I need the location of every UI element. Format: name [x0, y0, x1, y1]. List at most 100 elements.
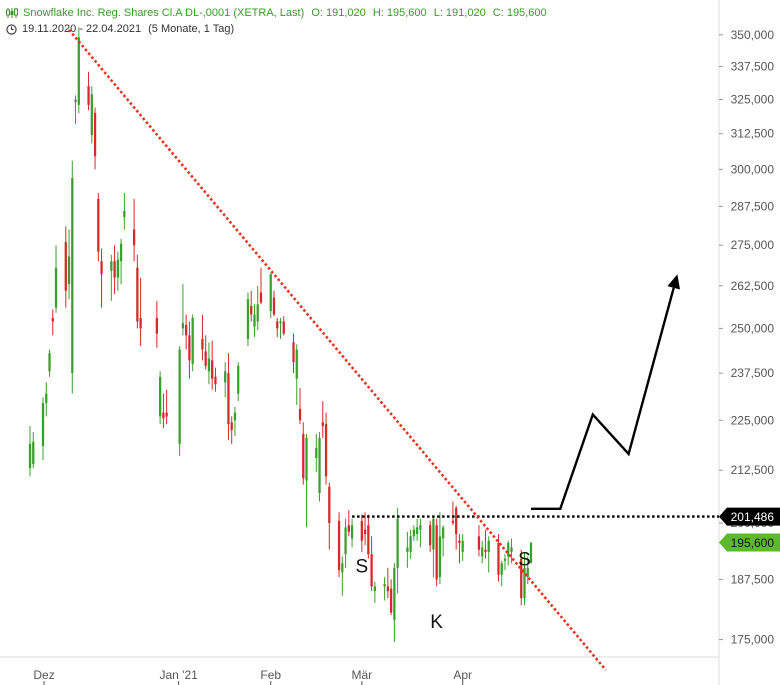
- candle: [191, 314, 194, 372]
- candle: [370, 536, 373, 592]
- candle-body: [500, 563, 503, 575]
- candle: [71, 160, 74, 394]
- candle-body: [188, 335, 191, 361]
- candle: [41, 397, 45, 460]
- candle: [100, 248, 103, 308]
- candle-body: [178, 349, 181, 444]
- candle: [64, 226, 67, 308]
- candle-body: [181, 323, 185, 329]
- candle-body: [442, 527, 445, 539]
- candle-body: [363, 529, 367, 535]
- candle-body: [429, 525, 432, 546]
- candle: [237, 362, 240, 402]
- candle: [230, 416, 233, 444]
- candle-body: [507, 542, 510, 557]
- candle-body: [64, 242, 67, 291]
- chart-header-range: 19.11.2020 - 22.04.2021 (5 Monate, 1 Tag…: [6, 23, 238, 35]
- candle-body: [269, 274, 272, 312]
- candle: [77, 27, 80, 114]
- candle: [315, 433, 318, 473]
- candle-body: [253, 314, 256, 327]
- candle-body: [451, 520, 455, 524]
- candle-body: [185, 324, 188, 336]
- candle-body: [477, 536, 481, 550]
- y-tick-label: 312,500: [731, 127, 775, 141]
- close-value: C: 195,600: [492, 7, 547, 19]
- candle: [383, 577, 386, 601]
- x-tick-label: Dez: [33, 668, 54, 682]
- candle: [67, 229, 71, 300]
- candle-body: [344, 527, 347, 555]
- candle-body: [295, 349, 298, 379]
- candle: [455, 505, 458, 550]
- y-tick-label: 187,500: [731, 572, 775, 586]
- candle-body: [74, 99, 77, 103]
- candle-body: [292, 342, 295, 363]
- candle-body: [455, 507, 458, 535]
- candle-body: [409, 536, 412, 552]
- candle: [32, 432, 35, 469]
- candle-body: [305, 437, 308, 481]
- candle: [123, 192, 126, 230]
- candle-body: [529, 542, 533, 564]
- candle-body: [497, 542, 500, 575]
- candle: [110, 254, 113, 301]
- candle: [302, 422, 305, 485]
- candle-body: [71, 178, 74, 374]
- candle-body: [487, 540, 490, 552]
- period-label: (5 Monate, 1 Tag): [148, 23, 235, 35]
- candle-body: [119, 243, 123, 262]
- candle: [90, 86, 93, 144]
- candle: [276, 317, 279, 338]
- candle: [227, 353, 230, 440]
- y-tick-label: 212,500: [731, 463, 775, 477]
- candle: [432, 516, 435, 578]
- y-tick-label: 225,000: [731, 413, 775, 427]
- candle: [48, 349, 51, 377]
- candle: [438, 512, 442, 585]
- candle: [97, 192, 100, 262]
- candle: [396, 507, 399, 594]
- y-tick-label: 275,000: [731, 238, 775, 252]
- pattern-label: S: [355, 557, 368, 578]
- candle: [116, 251, 119, 291]
- candle-body: [318, 437, 321, 494]
- candle: [253, 304, 256, 338]
- candle-body: [41, 403, 45, 446]
- candle: [321, 401, 324, 438]
- candle: [481, 540, 484, 564]
- candle-body: [370, 554, 373, 587]
- candle: [233, 406, 237, 436]
- downtrend-line: [68, 29, 607, 671]
- x-tick-label: Feb: [260, 668, 281, 682]
- candle-body: [237, 365, 240, 394]
- candle-body: [191, 317, 194, 364]
- candle-body: [116, 259, 119, 278]
- projection-arrow: [531, 287, 675, 510]
- candle-body: [214, 376, 217, 385]
- candle-body: [77, 37, 80, 105]
- candle-body: [503, 558, 507, 561]
- candle-body: [51, 317, 54, 322]
- candle: [458, 534, 461, 564]
- candle: [500, 560, 503, 587]
- candle-body: [373, 586, 376, 592]
- candle-body: [100, 261, 103, 275]
- candle: [181, 284, 185, 336]
- candle: [363, 512, 367, 546]
- candle: [415, 518, 419, 541]
- candle: [406, 531, 409, 568]
- candle: [305, 433, 308, 528]
- price-tag-box: [719, 533, 780, 552]
- candle-body: [406, 547, 409, 552]
- candle-body: [383, 584, 386, 587]
- candle-body: [350, 525, 354, 539]
- y-tick-label: 337,500: [731, 60, 775, 74]
- candle: [259, 267, 263, 305]
- y-tick-label: 237,500: [731, 366, 775, 380]
- candle-body: [438, 536, 442, 578]
- candle-body: [256, 304, 259, 322]
- candle: [360, 514, 363, 552]
- candle-body: [458, 540, 461, 543]
- candle: [93, 107, 97, 170]
